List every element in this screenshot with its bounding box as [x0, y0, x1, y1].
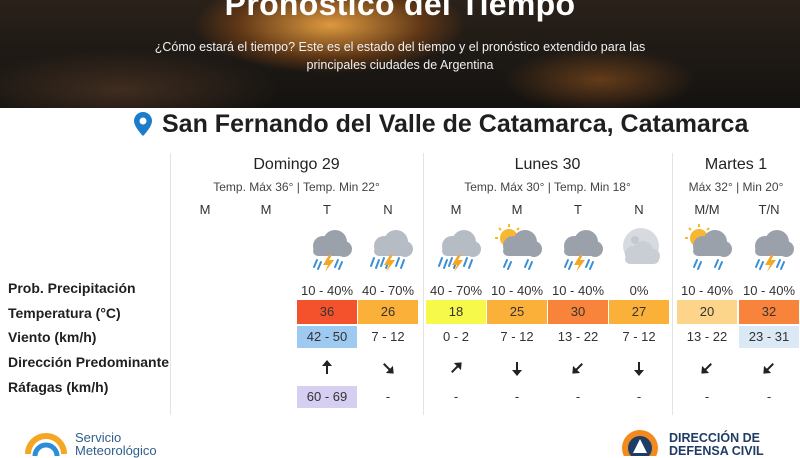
storm-cloud-icon: [741, 222, 797, 272]
arrow-down-left-icon: [759, 358, 779, 378]
precipitation-value: 10 - 40%: [680, 283, 734, 298]
wind-value: 42 - 50: [297, 326, 357, 348]
smn-logo-text: Servicio Meteorológico: [75, 430, 157, 458]
temperature-value: 25: [487, 300, 547, 324]
day-name: Lunes 30: [514, 156, 581, 173]
arrow-down-icon: [629, 358, 649, 378]
row-label-precipitation: Prob. Precipitación: [8, 280, 136, 296]
page-title: Pronóstico del Tiempo: [224, 0, 576, 22]
period-label: T/N: [758, 202, 780, 217]
moon-cloud-icon: [611, 222, 667, 272]
day-temperature-range: Temp. Máx 30° | Temp. Min 18°: [464, 180, 631, 194]
arrow-up-right-icon: [446, 358, 466, 378]
arrow-down-left-icon: [697, 358, 717, 378]
period-label: M: [260, 202, 272, 217]
precipitation-value: 0%: [629, 283, 649, 298]
day-name: Domingo 29: [253, 156, 340, 173]
wind-value: 23 - 31: [739, 326, 799, 348]
storm-rain-icon: [360, 222, 416, 272]
period-label: M: [199, 202, 211, 217]
hero-banner: Pronóstico del Tiempo ¿Cómo estará el ti…: [0, 0, 800, 108]
temperature-value: 36: [297, 300, 357, 324]
day-temperature-range: Máx 32° | Min 20°: [688, 180, 784, 194]
arrow-down-icon: [507, 358, 527, 378]
wind-value: 13 - 22: [557, 329, 599, 344]
row-label-temperature: Temperatura (°C): [8, 305, 121, 321]
precipitation-value: 10 - 40%: [490, 283, 544, 298]
wind-value: 7 - 12: [622, 329, 656, 344]
period-label: T: [574, 202, 582, 217]
gusts-value: -: [385, 389, 391, 404]
sun-cloud-rain-icon: [679, 222, 735, 272]
temperature-value: 26: [358, 300, 418, 324]
temperature-value: 30: [548, 300, 608, 324]
temperature-value: 27: [609, 300, 669, 324]
row-label-gusts: Ráfagas (km/h): [8, 379, 109, 395]
period-label: T: [323, 202, 331, 217]
temperature-value: 18: [426, 300, 486, 324]
precipitation-value: 40 - 70%: [361, 283, 415, 298]
period-label: M: [450, 202, 462, 217]
row-label-direction: Dirección Predominante: [8, 354, 170, 370]
storm-cloud-icon: [550, 222, 606, 272]
column-divider: [170, 153, 171, 415]
gusts-value: -: [636, 389, 642, 404]
arrow-up-icon: [317, 358, 337, 378]
wind-value: 7 - 12: [371, 329, 405, 344]
location-pin-icon: [134, 112, 152, 136]
column-divider: [672, 153, 673, 415]
storm-cloud-icon: [299, 222, 355, 272]
sun-cloud-rain-icon: [489, 222, 545, 272]
arrow-down-right-icon: [378, 358, 398, 378]
day-temperature-range: Temp. Máx 36° | Temp. Min 22°: [213, 180, 380, 194]
storm-rain-icon: [428, 222, 484, 272]
column-divider: [423, 153, 424, 415]
wind-value: 7 - 12: [500, 329, 534, 344]
precipitation-value: 10 - 40%: [300, 283, 354, 298]
period-label: N: [634, 202, 644, 217]
period-label: M/M: [694, 202, 720, 217]
smn-logo-icon: [25, 433, 67, 457]
precipitation-value: 10 - 40%: [742, 283, 796, 298]
precipitation-value: 10 - 40%: [551, 283, 605, 298]
gusts-value: -: [766, 389, 772, 404]
precipitation-value: 40 - 70%: [429, 283, 483, 298]
row-label-wind: Viento (km/h): [8, 329, 97, 345]
day-name: Martes 1: [704, 156, 768, 173]
period-label: M: [511, 202, 523, 217]
city-header: San Fernando del Valle de Catamarca, Cat…: [0, 108, 800, 142]
gusts-value: -: [514, 389, 520, 404]
defensa-civil-logo-text: DIRECCIÓN DE DEFENSA CIVIL: [669, 431, 764, 458]
wind-value: 0 - 2: [442, 329, 469, 344]
period-label: N: [383, 202, 393, 217]
gusts-value: -: [704, 389, 710, 404]
gusts-value: -: [453, 389, 459, 404]
temperature-value: 32: [739, 300, 799, 324]
page-subtitle: ¿Cómo estará el tiempo? Este es el estad…: [154, 40, 646, 72]
city-name: San Fernando del Valle de Catamarca, Cat…: [162, 110, 749, 138]
gusts-value: -: [575, 389, 581, 404]
wind-value: 13 - 22: [686, 329, 728, 344]
defensa-civil-logo-icon: [622, 430, 658, 456]
gusts-value: 60 - 69: [297, 386, 357, 408]
temperature-value: 20: [677, 300, 737, 324]
arrow-down-left-icon: [568, 358, 588, 378]
